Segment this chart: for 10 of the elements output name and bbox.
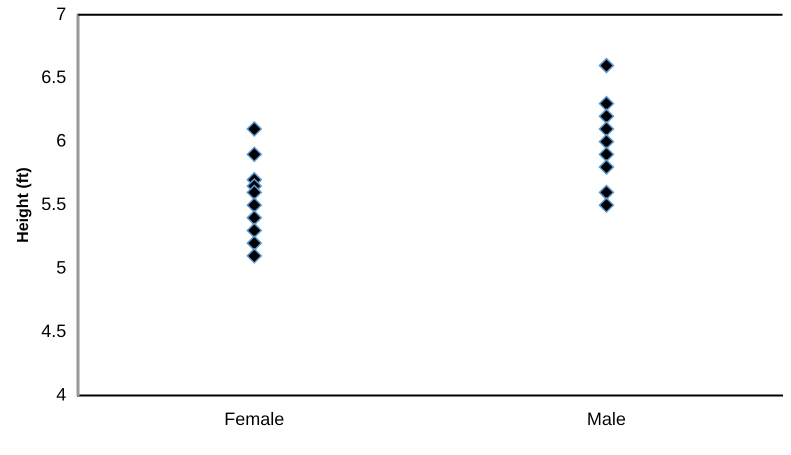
x-tick-label: Female — [224, 409, 284, 430]
y-tick-label: 6 — [56, 130, 66, 151]
y-tick-label: 5.5 — [41, 194, 66, 214]
y-tick-label: 6.5 — [41, 67, 66, 88]
x-tick-label: Male — [586, 409, 626, 430]
y-tick-label: 4.5 — [41, 320, 66, 341]
y-tick-label: 5 — [56, 258, 66, 278]
y-tick-label: 7 — [56, 4, 66, 24]
y-axis-title: Height (ft) — [15, 167, 32, 243]
y-tick-label: 4 — [56, 384, 66, 404]
